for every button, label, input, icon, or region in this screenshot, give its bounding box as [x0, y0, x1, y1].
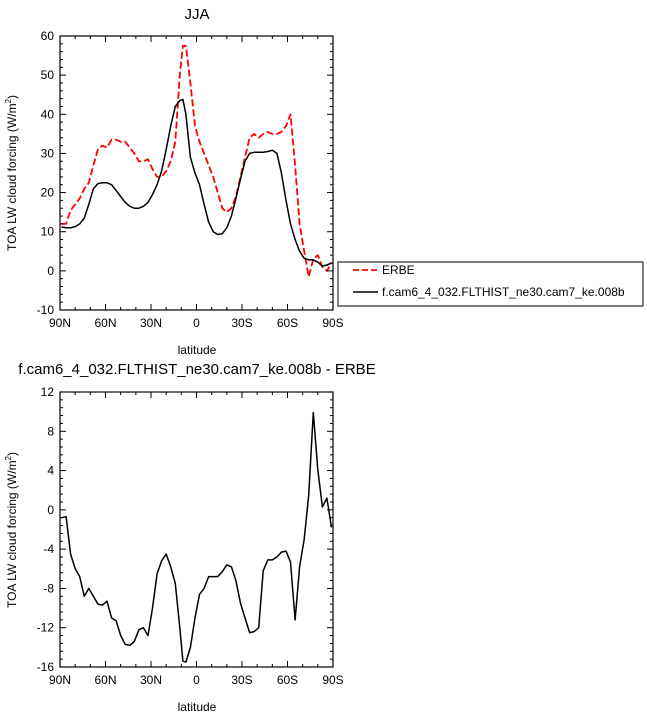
- y-tick-label: 0: [47, 503, 54, 517]
- bottom-x-axis-label: latitude: [178, 700, 217, 714]
- series-line-erbe: [61, 44, 333, 278]
- y-tick-label: 12: [41, 385, 55, 399]
- y-tick-label: 0: [47, 264, 54, 278]
- y-tick-label: 8: [47, 424, 54, 438]
- x-tick-label: 90N: [49, 673, 71, 687]
- y-tick-label: 60: [41, 29, 55, 43]
- x-tick-label: 90N: [49, 316, 71, 330]
- x-tick-label: 30N: [140, 316, 162, 330]
- x-tick-label: 0: [193, 673, 200, 687]
- x-tick-label: 60N: [94, 316, 116, 330]
- y-tick-label: 10: [41, 225, 55, 239]
- top-x-axis-label: latitude: [178, 343, 217, 357]
- x-tick-label: 30S: [231, 316, 252, 330]
- y-tick-label: 4: [47, 464, 54, 478]
- y-tick-label: 50: [41, 68, 55, 82]
- legend-label-model: f.cam6_4_032.FLTHIST_ne30.cam7_ke.008b: [382, 285, 625, 299]
- bottom-chart: f.cam6_4_032.FLTHIST_ne30.cam7_ke.008b -…: [4, 361, 376, 714]
- y-tick-label: 30: [41, 146, 55, 160]
- x-tick-label: 90S: [322, 673, 343, 687]
- bottom-y-ticks: -16 -12 -8 -4 0 4 8 12: [37, 385, 333, 674]
- x-tick-label: 60S: [277, 673, 298, 687]
- top-chart-title: JJA: [184, 6, 209, 23]
- series-line-model: [61, 98, 332, 267]
- top-x-ticks: 90N 60N 30N 0 30S 60S 90S: [49, 36, 344, 330]
- x-tick-label: 60N: [94, 673, 116, 687]
- x-tick-label: 30S: [231, 673, 252, 687]
- top-plot-frame: [59, 35, 334, 311]
- y-tick-label: 40: [41, 107, 55, 121]
- y-tick-label: -10: [37, 303, 55, 317]
- legend-box: [337, 261, 644, 307]
- top-plot-area: [61, 44, 333, 278]
- x-tick-label: 90S: [322, 316, 343, 330]
- legend-label-erbe: ERBE: [382, 263, 415, 277]
- top-y-axis-label: TOA LW cloud forcing (W/m2): [4, 95, 19, 251]
- series-line-difference: [61, 411, 333, 663]
- y-tick-label: -4: [43, 542, 54, 556]
- y-tick-label: -8: [43, 581, 54, 595]
- x-tick-label: 0: [193, 316, 200, 330]
- bottom-x-ticks: 90N 60N 30N 0 30S 60S 90S: [49, 392, 344, 687]
- top-chart: JJA latitude TOA LW cloud forcing (W/m2)…: [4, 6, 344, 357]
- x-tick-label: 30N: [140, 673, 162, 687]
- bottom-plot-area: [61, 411, 333, 663]
- y-tick-label: -12: [37, 621, 55, 635]
- y-tick-label: -16: [37, 660, 55, 674]
- bottom-plot-frame: [59, 391, 334, 668]
- bottom-y-axis-label: TOA LW cloud forcing (W/m2): [4, 452, 19, 608]
- top-y-ticks: -10 0 10 20 30 40 50 60: [37, 29, 333, 317]
- legend: ERBE f.cam6_4_032.FLTHIST_ne30.cam7_ke.0…: [337, 261, 644, 307]
- x-tick-label: 60S: [277, 316, 298, 330]
- bottom-chart-title: f.cam6_4_032.FLTHIST_ne30.cam7_ke.008b -…: [18, 361, 375, 378]
- y-tick-label: 20: [41, 186, 55, 200]
